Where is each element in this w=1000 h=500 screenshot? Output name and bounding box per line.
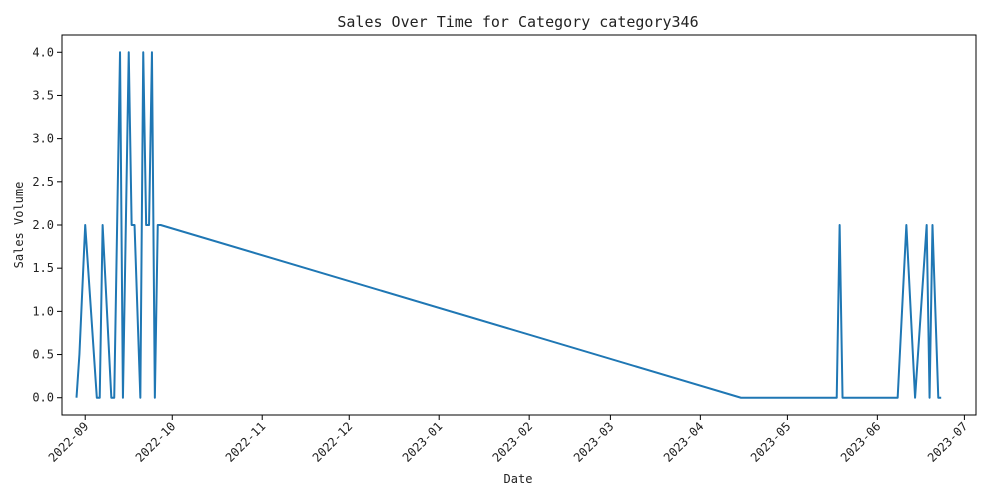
y-tick-label: 0.0 xyxy=(32,391,54,405)
chart-title: Sales Over Time for Category category346 xyxy=(337,13,698,31)
x-tick-label: 2023-07 xyxy=(925,419,971,465)
x-tick-label: 2022-10 xyxy=(133,419,179,465)
x-tick-label: 2023-05 xyxy=(748,419,794,465)
x-tick-label: 2022-09 xyxy=(46,419,92,465)
x-axis-label: Date xyxy=(504,472,533,486)
x-tick-label: 2023-04 xyxy=(661,419,707,465)
y-tick-label: 2.5 xyxy=(32,175,54,189)
x-tick-label: 2022-12 xyxy=(310,419,356,465)
x-axis: 2022-09 2022-10 2022-11 2022-12 2023-01 2023-… xyxy=(46,415,971,465)
y-tick-label: 1.5 xyxy=(32,261,54,275)
y-axis: 0.0 0.5 1.0 1.5 2.0 2.5 3.0 3.5 4.0 xyxy=(32,45,62,405)
y-tick-label: 3.0 xyxy=(32,132,54,146)
x-tick-label: 2022-11 xyxy=(223,419,269,465)
y-tick-label: 2.0 xyxy=(32,218,54,232)
series-layer xyxy=(75,51,942,399)
y-tick-label: 1.0 xyxy=(32,304,54,318)
x-tick-label: 2023-01 xyxy=(400,419,446,465)
y-tick-label: 3.5 xyxy=(32,88,54,102)
x-tick-label: 2023-06 xyxy=(838,419,884,465)
y-tick-label: 4.0 xyxy=(32,45,54,59)
y-tick-label: 0.5 xyxy=(32,348,54,362)
series-line-0 xyxy=(75,51,942,399)
x-tick-label: 2023-03 xyxy=(571,419,617,465)
y-axis-label: Sales Volume xyxy=(12,182,26,269)
x-tick-label: 2023-02 xyxy=(490,419,536,465)
